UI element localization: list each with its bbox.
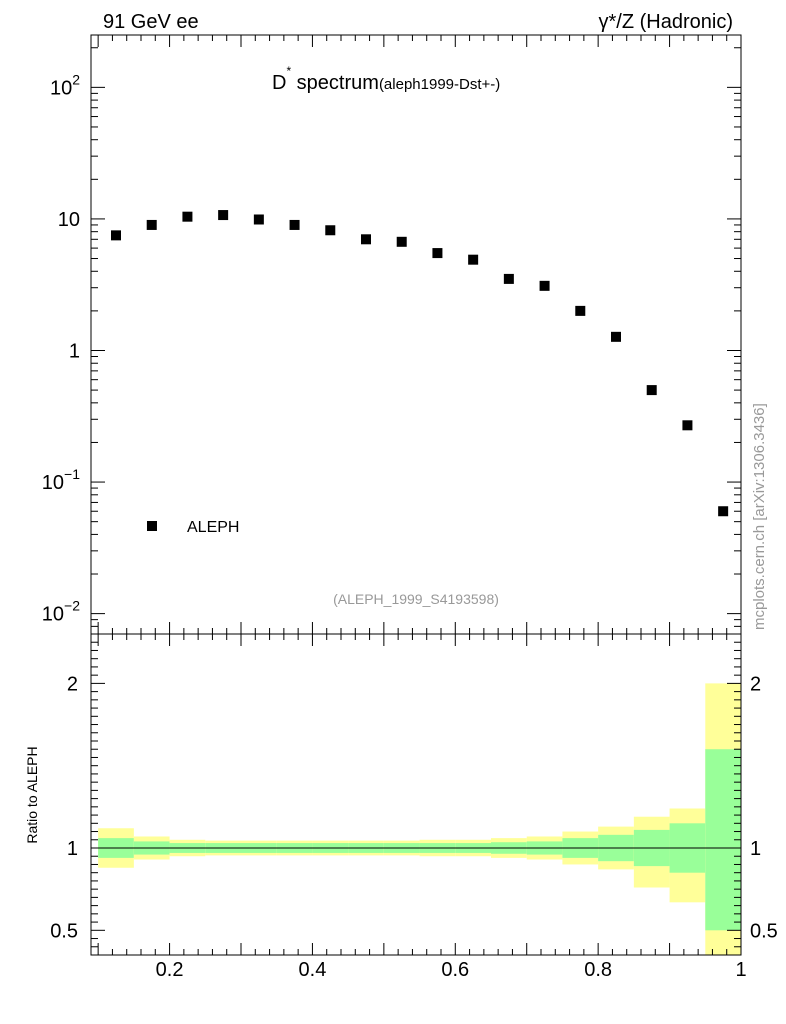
analysis-id: (ALEPH_1999_S4193598) — [333, 591, 499, 607]
data-point — [146, 219, 157, 230]
ratio-ylabel: Ratio to ALEPH — [24, 746, 40, 843]
x-tick-label: 1 — [735, 959, 746, 981]
axis-ticks — [91, 35, 742, 956]
data-point — [218, 210, 229, 221]
data-point — [539, 280, 550, 291]
data-point — [432, 248, 443, 259]
chart-title: D* spectrum(aleph1999-Dst+-) — [272, 64, 500, 94]
data-point — [325, 225, 336, 236]
ratio-y-tick-label-right: 2 — [750, 673, 761, 695]
data-point — [396, 236, 407, 247]
ratio-y-tick-label-left: 0.5 — [50, 920, 78, 942]
y-tick-label: 10−2 — [42, 598, 80, 626]
ratio-y-tick-label-right: 0.5 — [750, 920, 778, 942]
header-left-label: 91 GeV ee — [103, 11, 199, 33]
y-tick-label: 1 — [69, 340, 80, 362]
data-point — [718, 506, 729, 517]
ratio-plot-frame — [90, 633, 742, 956]
data-point — [646, 385, 657, 396]
data-point — [611, 331, 621, 342]
side-note: mcplots.cern.ch [arXiv:1306.3436] — [751, 403, 768, 630]
ratio-y-tick-label-left: 1 — [67, 838, 78, 860]
main-plot-frame — [90, 34, 742, 635]
data-point — [182, 211, 193, 222]
ratio-y-tick-label-right: 1 — [750, 838, 761, 860]
legend-label: ALEPH — [187, 519, 239, 536]
data-point — [289, 219, 300, 230]
y-tick-label: 10−1 — [42, 466, 80, 494]
data-point — [682, 420, 693, 431]
ratio-bands — [98, 683, 741, 955]
data-markers — [111, 210, 729, 517]
header-right-label: γ*/Z (Hadronic) — [599, 11, 733, 33]
x-tick-label: 0.4 — [299, 959, 327, 981]
x-tick-label: 0.8 — [584, 959, 612, 981]
legend-marker — [147, 521, 157, 531]
data-point — [575, 305, 586, 316]
data-point — [253, 214, 264, 225]
title-superscript: * — [286, 64, 291, 78]
title-main: D — [272, 72, 286, 94]
data-point — [361, 234, 371, 245]
title-tag: (aleph1999-Dst+-) — [379, 76, 500, 93]
data-point — [111, 230, 121, 241]
title-rest: spectrum — [291, 72, 379, 94]
y-tick-label: 102 — [50, 71, 80, 99]
data-point — [468, 254, 479, 265]
ratio-y-tick-label-left: 2 — [67, 673, 78, 695]
x-tick-label: 0.6 — [441, 959, 469, 981]
x-tick-label: 0.2 — [156, 959, 184, 981]
y-tick-label: 10 — [58, 209, 80, 231]
data-point — [503, 273, 514, 284]
